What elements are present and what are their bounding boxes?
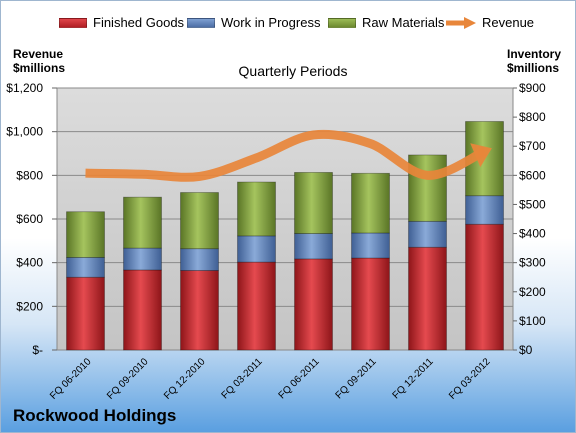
revenue-arrowhead (470, 143, 492, 168)
bar-finished-goods (123, 269, 162, 351)
bar-finished-goods (408, 246, 447, 351)
right-axis-title: Inventory $millions (507, 47, 561, 75)
legend-item-raw-materials: Raw Materials (328, 15, 444, 30)
revenue-line (85, 129, 487, 182)
category-label: FQ 06-2010 (48, 356, 94, 402)
bar-work-in-progress (123, 247, 162, 271)
bar-raw-materials (237, 181, 276, 237)
bar-work-in-progress (408, 220, 447, 248)
category-label: FQ 12-2011 (391, 356, 436, 401)
right-tick-label: $200 (519, 285, 546, 299)
left-tick-label: $400 (16, 256, 43, 270)
bar-work-in-progress (66, 257, 105, 278)
bar-raw-materials (294, 172, 333, 234)
category-label: FQ 03-2012 (447, 356, 493, 402)
right-axis-title-line2: $millions (506, 61, 559, 75)
legend: Finished Goods Work in Progress Raw Mate… (1, 15, 575, 35)
bar-raw-materials (351, 172, 390, 234)
bar-finished-goods (180, 270, 219, 351)
bar-raw-materials (408, 154, 447, 222)
work-in-progress-swatch (187, 17, 215, 28)
category-label: FQ 03-2011 (220, 356, 265, 401)
bar-work-in-progress (465, 195, 504, 225)
bar-work-in-progress (351, 232, 390, 259)
right-tick-label: $700 (519, 139, 546, 153)
chart-title: Quarterly Periods (238, 63, 348, 79)
raw-materials-swatch (328, 17, 356, 28)
bar-finished-goods (237, 261, 276, 351)
bar-raw-materials (180, 192, 219, 250)
right-tick-label: $500 (519, 197, 546, 211)
left-tick-label: $1,000 (6, 125, 43, 139)
right-tick-label: $0 (519, 343, 533, 357)
category-label: FQ 09-2011 (334, 356, 379, 401)
legend-item-work-in-progress: Work in Progress (187, 15, 320, 30)
bar-work-in-progress (294, 233, 333, 260)
left-tick-label: $- (32, 343, 43, 357)
left-axis-title-line1: Revenue (13, 47, 64, 61)
bar-raw-materials (66, 211, 105, 258)
bar-finished-goods (66, 276, 105, 351)
category-label: FQ 06-2011 (277, 356, 322, 401)
legend-item-revenue: Revenue (446, 15, 534, 30)
left-tick-label: $1,200 (6, 81, 43, 95)
bar-finished-goods (465, 223, 504, 351)
bar-work-in-progress (237, 235, 276, 263)
finished-goods-swatch (59, 17, 87, 28)
right-tick-label: $900 (519, 81, 546, 95)
left-tick-label: $600 (16, 212, 43, 226)
category-label: FQ 12-2010 (162, 356, 208, 402)
right-axis-title-line1: Inventory (506, 47, 561, 61)
right-tick-label: $100 (519, 314, 546, 328)
bar-raw-materials (123, 196, 162, 249)
category-label: FQ 09-2010 (105, 356, 151, 402)
bar-finished-goods (351, 257, 390, 351)
revenue-arrow-icon (446, 16, 476, 29)
right-tick-label: $600 (519, 168, 546, 182)
bar-finished-goods (294, 258, 333, 351)
legend-label-work-in-progress: Work in Progress (221, 15, 321, 30)
left-axis-title-line2: $millions (13, 61, 66, 75)
right-tick-label: $800 (519, 110, 546, 124)
left-tick-label: $800 (16, 168, 43, 182)
left-tick-label: $200 (16, 299, 43, 313)
right-tick-label: $300 (519, 256, 546, 270)
legend-item-finished-goods: Finished Goods (59, 15, 184, 30)
left-axis-title: Revenue $millions (13, 47, 65, 75)
right-tick-label: $400 (519, 227, 546, 241)
bar-work-in-progress (180, 248, 219, 271)
legend-label-raw-materials: Raw Materials (362, 15, 445, 30)
company-name: Rockwood Holdings (13, 406, 177, 425)
legend-label-revenue: Revenue (482, 15, 535, 30)
legend-label-finished-goods: Finished Goods (93, 15, 185, 30)
